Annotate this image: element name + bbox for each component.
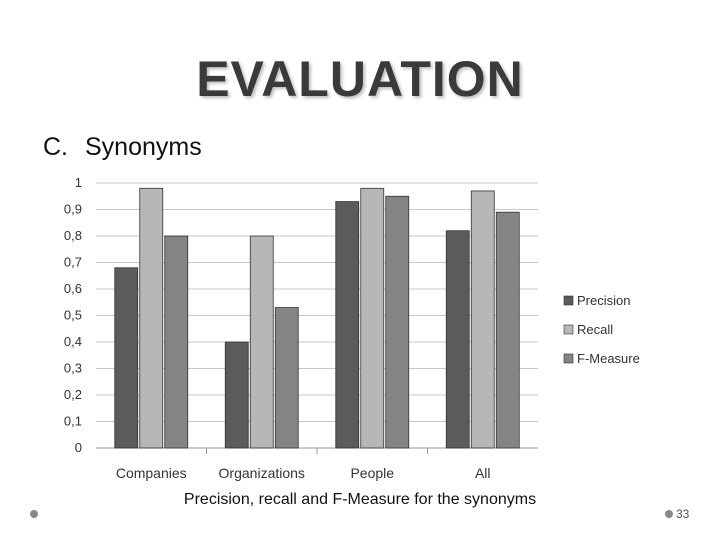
section-title: Synonyms — [85, 133, 202, 161]
x-tick-label: Companies — [116, 465, 187, 481]
legend-label: F-Measure — [577, 351, 640, 366]
section-heading: C. Synonyms — [43, 133, 202, 162]
slide-title: EVALUATION — [196, 51, 524, 107]
y-tick-label: 0,9 — [64, 202, 82, 217]
bar-f-measure — [495, 211, 520, 449]
bar-precision — [224, 341, 249, 449]
y-tick-label: 0,2 — [64, 387, 82, 402]
y-tick-label: 1 — [75, 175, 82, 190]
legend-swatch — [563, 353, 574, 364]
y-tick-label: 0,8 — [64, 228, 82, 243]
x-tick-label: All — [475, 465, 491, 481]
y-tick-label: 0,7 — [64, 255, 82, 270]
legend-swatch — [563, 324, 574, 335]
section-letter: C. — [43, 133, 68, 161]
bar-recall — [360, 187, 385, 449]
y-tick-label: 0 — [75, 440, 82, 455]
bar-recall — [470, 190, 495, 449]
x-tick-label: Organizations — [219, 465, 305, 481]
x-tick-label: People — [350, 465, 394, 481]
bar-precision — [114, 267, 139, 449]
y-tick-label: 0,5 — [64, 308, 82, 323]
bullet-left-icon — [30, 510, 38, 518]
chart-caption: Precision, recall and F-Measure for the … — [183, 491, 537, 508]
bullet-right-icon — [665, 510, 673, 518]
y-tick-label: 0,1 — [64, 414, 82, 429]
bar-recall — [249, 235, 274, 449]
y-tick-label: 0,3 — [64, 361, 82, 376]
legend-label: Recall — [577, 322, 613, 337]
page-number: 33 — [676, 507, 690, 521]
bar-precision — [335, 201, 360, 449]
legend-swatch — [563, 295, 574, 306]
legend-label: Precision — [577, 293, 630, 308]
y-tick-label: 0,6 — [64, 281, 82, 296]
y-tick-label: 0,4 — [64, 334, 82, 349]
bar-precision — [445, 230, 470, 449]
bar-f-measure — [164, 235, 189, 449]
bar-f-measure — [274, 307, 299, 449]
bar-f-measure — [385, 195, 410, 449]
bar-recall — [139, 187, 164, 449]
